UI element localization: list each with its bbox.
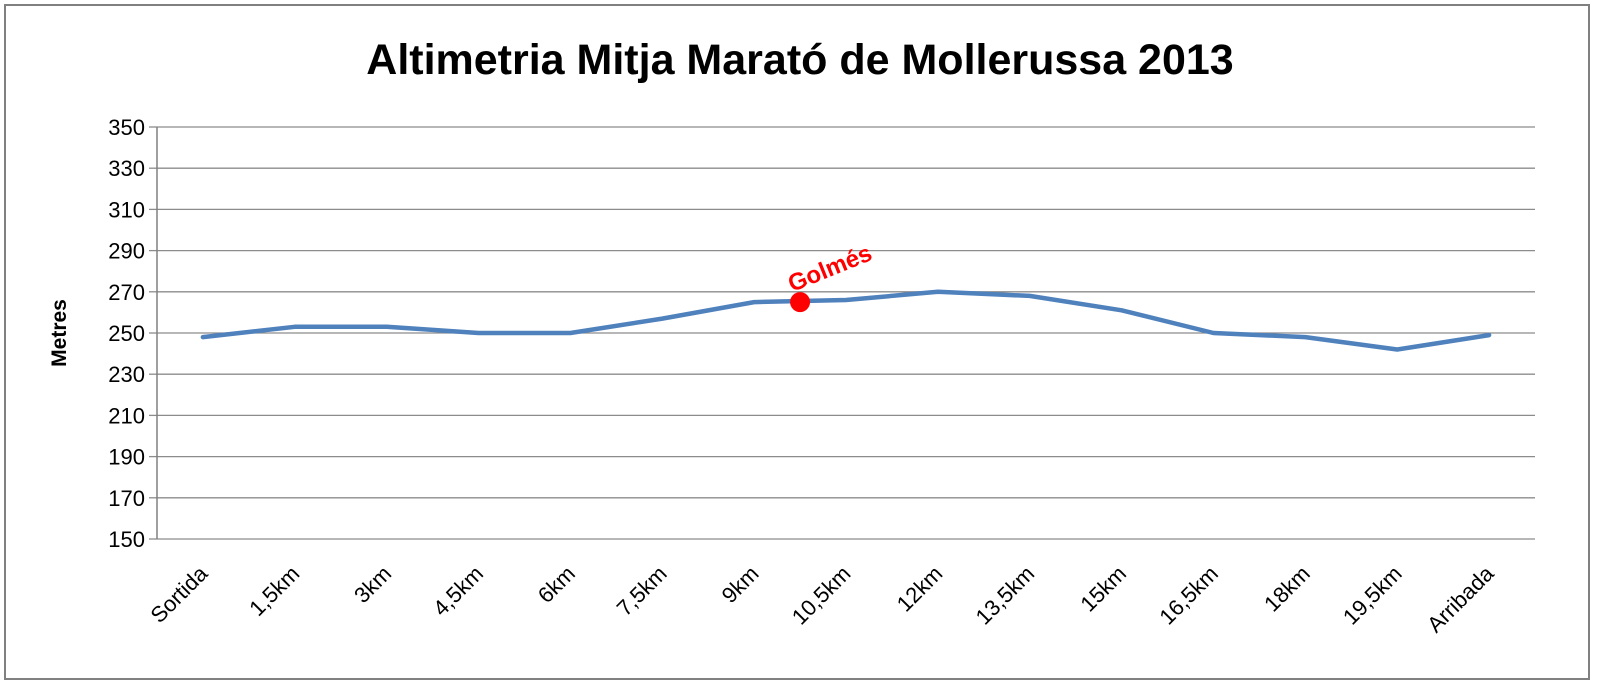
x-tick-label: Arribada — [1422, 560, 1499, 637]
y-tick-label: 250 — [108, 321, 145, 346]
y-tick-label: 170 — [108, 486, 145, 511]
x-tick-label: 19,5km — [1338, 561, 1407, 630]
series-group — [200, 289, 1492, 352]
annotation-label: Golmés — [784, 240, 876, 298]
chart-title: Altimetria Mitja Marató de Mollerussa 20… — [366, 36, 1233, 84]
series-line — [200, 289, 1492, 352]
y-tick-label: 190 — [108, 445, 145, 470]
y-tick-label: 270 — [108, 280, 145, 305]
y-tick-label: 350 — [108, 115, 145, 140]
x-tick-label: 7,5km — [612, 561, 672, 621]
annotation-marker — [790, 292, 811, 313]
grid-lines — [157, 126, 1535, 540]
x-tick-label: 16,5km — [1154, 561, 1223, 630]
x-tick-label: 3km — [349, 561, 396, 608]
y-tick-label: 230 — [108, 362, 145, 387]
x-tick-label: 13,5km — [971, 561, 1040, 630]
x-tick-label: 4,5km — [428, 561, 488, 621]
x-tick-label: 9km — [717, 561, 764, 608]
x-tick-label: 18km — [1259, 561, 1315, 617]
x-tick-label: 15km — [1075, 561, 1131, 617]
y-axis-label: Metres — [48, 299, 71, 367]
y-axis-ticks: 150 170 190 210 230 250 270 290 310 330 350 — [108, 115, 157, 552]
y-tick-label: 150 — [108, 527, 145, 552]
y-tick-label: 330 — [108, 156, 145, 181]
x-tick-label: 12km — [892, 561, 948, 617]
x-tick-label: 1,5km — [244, 561, 304, 621]
x-axis-ticks: Sortida 1,5km 3km 4,5km 6km 7,5km 9km 10,5km 12k… — [145, 560, 1499, 637]
x-tick-label: Sortida — [145, 560, 213, 628]
x-tick-label: 6km — [533, 561, 580, 608]
y-tick-label: 210 — [108, 403, 145, 428]
y-tick-label: 290 — [108, 239, 145, 264]
x-tick-label: 10,5km — [787, 561, 856, 630]
y-tick-label: 310 — [108, 197, 145, 222]
